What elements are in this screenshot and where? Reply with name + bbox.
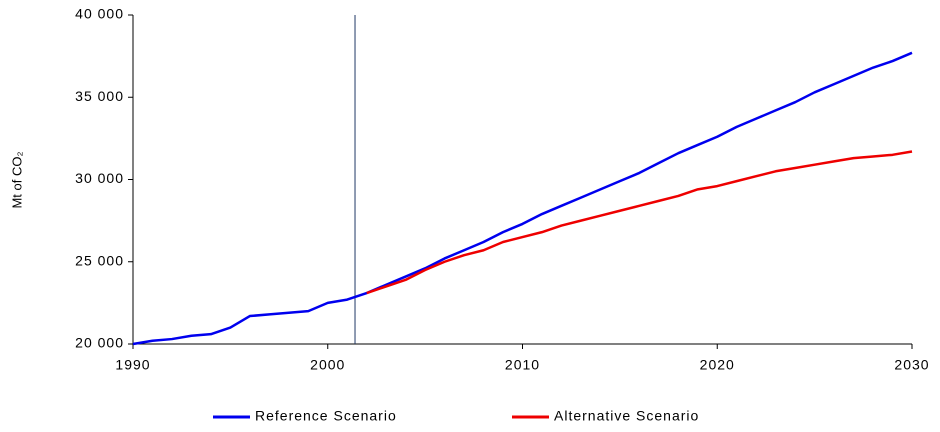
legend-label: Reference Scenario (255, 408, 397, 424)
x-tick-label: 1990 (115, 357, 150, 373)
legend-label: Alternative Scenario (554, 408, 699, 424)
y-tick-label: 35 000 (75, 88, 124, 104)
series-line (366, 150, 913, 295)
x-tick-label: 2010 (505, 357, 540, 373)
y-tick-label: 30 000 (75, 170, 124, 186)
x-tick-label: 2000 (310, 357, 345, 373)
y-axis-label: Mt of CO₂ (9, 151, 24, 208)
series-line (132, 51, 913, 346)
y-tick-label: 40 000 (75, 6, 124, 22)
x-tick-label: 2030 (894, 357, 929, 373)
y-tick-label: 25 000 (75, 252, 124, 268)
y-tick-label: 20 000 (75, 335, 124, 351)
x-tick-label: 2020 (700, 357, 735, 373)
